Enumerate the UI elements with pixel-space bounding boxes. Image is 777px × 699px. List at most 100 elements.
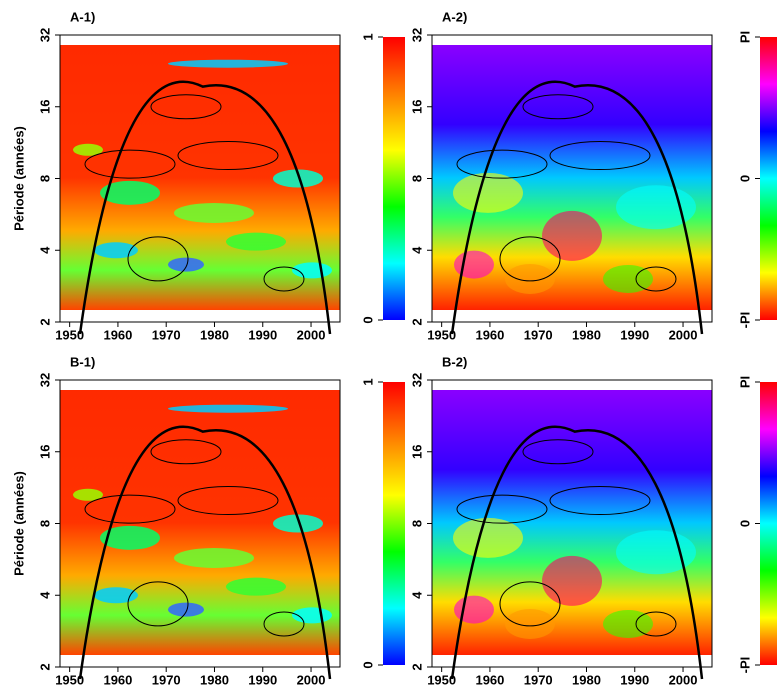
heatmap-blob [273,514,323,533]
x-tick-label: 1980 [572,672,601,687]
contour [263,611,305,637]
y-tick-label: 32 [409,373,424,387]
colorbar-tick-label: 0 [360,316,375,323]
y-tick-label: 2 [37,318,52,325]
y-tick-label: 16 [409,100,424,114]
y-axis-label: Période (années) [11,471,26,576]
cone-of-influence [78,80,332,335]
x-tick-label: 1950 [427,672,456,687]
y-tick-label: 4 [37,246,52,254]
x-tick-label: 1990 [620,672,649,687]
heatmap-blob [73,143,103,156]
x-tick-label: 1980 [200,327,229,342]
y-tick-label: 32 [37,373,52,387]
contour [635,611,677,637]
heatmap-blob [174,202,254,223]
y-tick-label: 16 [37,100,52,114]
y-tick-label: 8 [409,175,424,182]
colorbar-tick-label: PI [737,376,752,388]
y-tick-label: 4 [409,246,424,254]
contour [499,236,561,282]
x-tick-label: 1950 [55,327,84,342]
cone-of-influence [450,80,704,335]
colorbar-tick-label: 0 [360,661,375,668]
x-tick-label: 1990 [248,672,277,687]
contour [263,266,305,292]
colorbar-tick-label: -PI [737,657,752,674]
contour [127,581,189,627]
contour [177,141,279,171]
contour [456,149,548,179]
colorbar-tick-label: 0 [737,175,752,182]
heatmap-blob [94,587,138,604]
y-tick-label: 16 [409,445,424,459]
contour [150,439,222,465]
heatmap-blob [168,59,288,68]
x-tick-label: 1970 [152,327,181,342]
contour [522,439,594,465]
contour [456,494,548,524]
x-tick-label: 1960 [475,327,504,342]
heatmap-blob [168,602,204,617]
contour [84,494,176,524]
contour [549,486,651,516]
contour [150,94,222,120]
panel-title: A-2) [442,9,467,24]
y-tick-label: 4 [409,591,424,599]
x-tick-label: 1960 [103,327,132,342]
heatmap-blob [100,180,160,205]
x-tick-label: 1970 [524,672,553,687]
y-tick-label: 2 [409,318,424,325]
heatmap-blob [505,263,555,294]
y-tick-label: 2 [37,663,52,670]
heatmap-blob [453,517,523,558]
x-tick-label: 1950 [427,327,456,342]
colorbar-tick-label: -PI [737,312,752,329]
panel-title: B-1) [70,354,95,369]
colorbar-tick-label: 0 [737,520,752,527]
x-tick-label: 1950 [55,672,84,687]
x-tick-label: 1980 [200,672,229,687]
x-tick-label: 2000 [669,672,698,687]
x-tick-label: 1970 [152,672,181,687]
x-tick-label: 1990 [620,327,649,342]
x-tick-label: 1960 [103,672,132,687]
cone-of-influence [78,425,332,680]
heatmap-blob [94,242,138,259]
heatmap-blob [454,250,494,279]
heatmap-blob [505,608,555,639]
y-tick-label: 8 [37,175,52,182]
cone-of-influence [450,425,704,680]
y-tick-label: 4 [37,591,52,599]
heatmap-blob [226,232,286,251]
y-tick-label: 8 [37,520,52,527]
heatmap-blob [542,210,602,261]
x-tick-label: 1970 [524,327,553,342]
heatmap-blob [453,172,523,213]
y-tick-label: 32 [409,28,424,42]
colorbar-tick-label: 1 [360,33,375,40]
heatmap-blob [454,595,494,624]
x-tick-label: 2000 [297,327,326,342]
y-tick-label: 32 [37,28,52,42]
heatmap-blob [226,577,286,596]
y-axis-label: Période (années) [11,126,26,231]
colorbar-tick-label: PI [737,31,752,43]
heatmap-blob [542,555,602,606]
x-tick-label: 2000 [669,327,698,342]
x-tick-label: 1960 [475,672,504,687]
colorbar [383,37,405,320]
contour [84,149,176,179]
contour [635,266,677,292]
contour [499,581,561,627]
heatmap-blob [273,169,323,188]
y-tick-label: 16 [37,445,52,459]
x-tick-label: 1980 [572,327,601,342]
x-tick-label: 1990 [248,327,277,342]
contour [549,141,651,171]
heatmap-blob [73,488,103,501]
y-tick-label: 2 [409,663,424,670]
contour [127,236,189,282]
contour [177,486,279,516]
